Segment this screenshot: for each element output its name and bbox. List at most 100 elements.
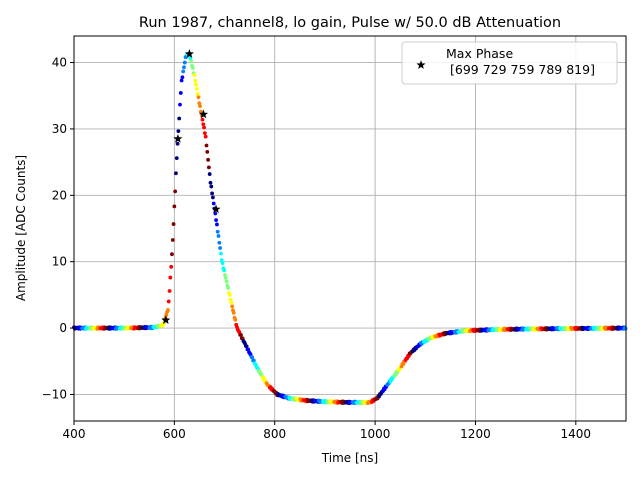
- waveform-point: [204, 143, 209, 148]
- waveform-point: [177, 116, 182, 121]
- waveform-point: [174, 171, 178, 176]
- waveform-point: [178, 102, 182, 107]
- waveform-point: [169, 264, 174, 269]
- waveform-point: [229, 300, 234, 305]
- waveform-point: [181, 69, 186, 74]
- waveform-point: [263, 378, 267, 383]
- waveform-point: [207, 172, 212, 176]
- max-phase-star-icon: [173, 134, 183, 143]
- x-tick-label: 800: [263, 427, 286, 441]
- waveform-point: [182, 65, 186, 70]
- waveform-point: [164, 312, 169, 317]
- waveform-point: [224, 279, 229, 284]
- legend-star-icon: [416, 60, 426, 69]
- y-tick-label: 0: [59, 321, 67, 335]
- waveform-point: [166, 308, 170, 312]
- waveform-point: [210, 191, 215, 196]
- waveform-point: [180, 75, 185, 80]
- waveform-point: [206, 157, 210, 162]
- waveform-point: [214, 218, 219, 223]
- waveform-point: [166, 299, 171, 304]
- y-tick-label: 30: [52, 122, 67, 136]
- waveform-point: [174, 156, 179, 161]
- legend-label-line1: Max Phase: [446, 46, 513, 61]
- waveform-point: [230, 304, 235, 309]
- x-tick-label: 600: [163, 427, 186, 441]
- waveform-point: [205, 149, 210, 154]
- waveform-point: [173, 189, 178, 194]
- max-phase-star-icon: [211, 204, 221, 214]
- waveform-point: [175, 141, 180, 146]
- waveform-point: [208, 180, 213, 185]
- waveform-point: [215, 229, 220, 234]
- grid: [73, 36, 626, 421]
- waveform-point: [227, 293, 232, 297]
- y-tick-label: 10: [52, 255, 67, 269]
- waveform-point: [219, 258, 224, 262]
- waveform-point: [211, 195, 215, 200]
- waveform-point: [202, 125, 206, 130]
- waveform-point: [250, 355, 255, 360]
- waveform-point: [219, 251, 223, 256]
- waveform-point: [170, 238, 175, 242]
- max-phase-star-icon: [184, 49, 194, 58]
- waveform-point: [176, 129, 181, 134]
- waveform-point: [178, 91, 183, 95]
- waveform-point: [168, 275, 173, 280]
- y-tick-label: 40: [52, 56, 67, 70]
- waveform-point: [188, 56, 193, 61]
- max-phase-star-icon: [198, 109, 209, 119]
- waveform-point: [192, 73, 197, 78]
- waveform-point: [239, 333, 243, 337]
- waveform-point: [171, 222, 176, 226]
- waveform-point: [194, 87, 199, 91]
- waveform-point: [244, 344, 249, 349]
- waveform-point: [202, 131, 207, 136]
- y-axis-label: Amplitude [ADC Counts]: [14, 155, 28, 301]
- waveform-point: [167, 289, 172, 293]
- waveform-points: [72, 51, 628, 406]
- waveform-point: [220, 261, 225, 266]
- legend-label-line2: [699 729 759 789 819]: [450, 62, 595, 77]
- x-tick-label: 1400: [561, 427, 592, 441]
- waveform-point: [195, 92, 200, 96]
- waveform-point: [209, 184, 214, 189]
- x-tick-label: 1000: [360, 427, 391, 441]
- waveform-point: [216, 234, 221, 238]
- waveform-point: [170, 252, 174, 257]
- waveform-point: [251, 358, 256, 363]
- waveform-point: [206, 165, 211, 170]
- waveform-point: [213, 211, 218, 216]
- max-phase-star-icon: [161, 315, 171, 324]
- waveform-point: [223, 275, 228, 280]
- waveform-point: [231, 310, 236, 315]
- waveform-point: [198, 104, 202, 108]
- waveform-point: [201, 122, 206, 127]
- waveform-point: [215, 222, 219, 227]
- waveform-point: [189, 59, 194, 64]
- waveform-point: [172, 204, 177, 209]
- waveform-point: [203, 134, 208, 139]
- waveform-point: [196, 95, 201, 100]
- x-tick-label: 1200: [460, 427, 491, 441]
- legend-box: [401, 41, 618, 85]
- waveform-point: [218, 246, 223, 250]
- waveform-point: [194, 82, 198, 87]
- axis-ticks: 400 600 800 1000 1200 1400 −10 0 10 20 30 40: [42, 56, 591, 441]
- waveform-point: [226, 286, 231, 290]
- waveform-point: [179, 78, 184, 83]
- x-tick-label: 400: [63, 427, 86, 441]
- waveform-point: [217, 240, 222, 245]
- legend: Max Phase [699 729 759 789 819]: [401, 41, 618, 85]
- waveform-point: [211, 201, 216, 206]
- waveform-point: [193, 78, 198, 83]
- y-tick-label: −10: [42, 387, 67, 401]
- x-axis-label: Time [ns]: [321, 451, 378, 465]
- plot-frame: [73, 35, 627, 422]
- waveform-point: [200, 117, 205, 122]
- y-tick-label: 20: [52, 188, 67, 202]
- waveform-point: [190, 66, 195, 70]
- waveform-point: [233, 317, 238, 322]
- waveform-point: [197, 101, 202, 106]
